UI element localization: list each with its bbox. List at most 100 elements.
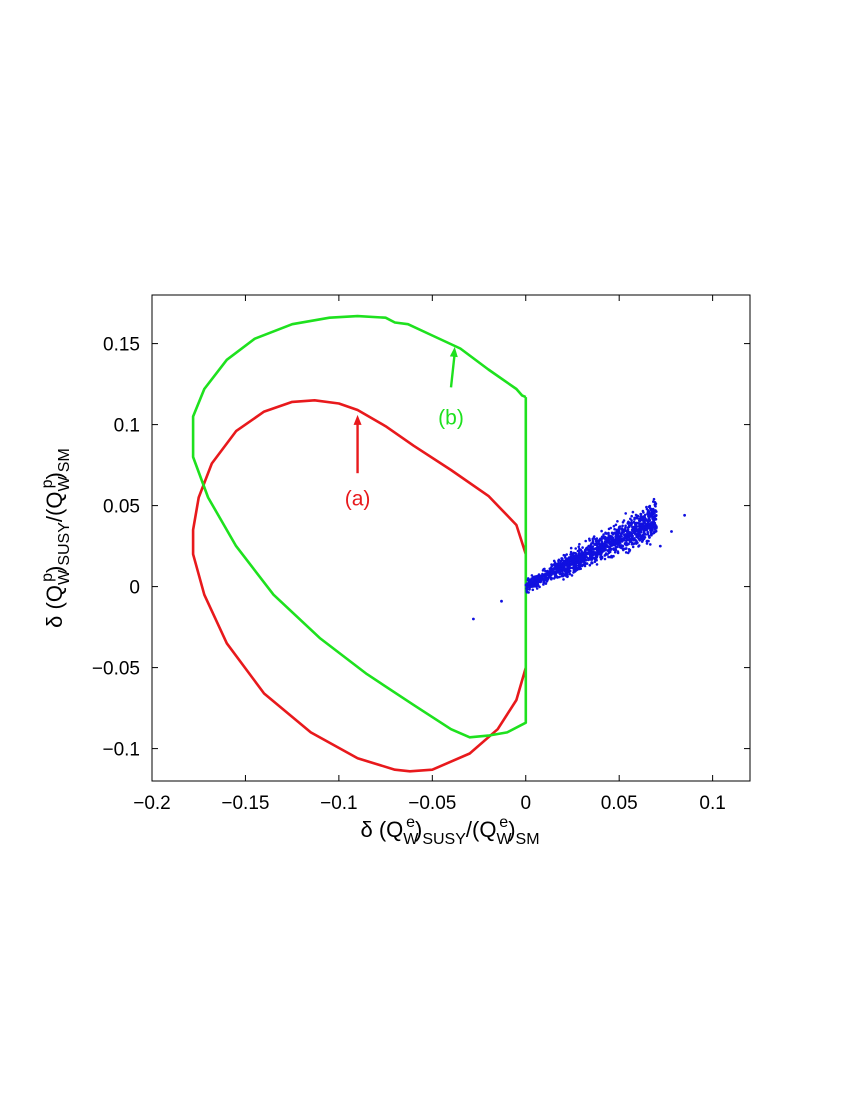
scatter-point [651, 511, 655, 515]
scatter-point [648, 522, 651, 526]
scatter-point [642, 522, 645, 525]
scatter-point [593, 560, 597, 564]
scatter-point [628, 531, 632, 534]
scatter-point [636, 536, 639, 539]
scatter-point [630, 538, 633, 541]
scatter-point [542, 583, 545, 586]
scatter-point [638, 519, 641, 522]
scatter-point [606, 532, 610, 535]
scatter-point [622, 538, 625, 541]
scatter-point [567, 562, 571, 565]
scatter-point [580, 557, 584, 560]
scatter-point [617, 535, 620, 539]
scatter-point [652, 497, 656, 501]
scatter-point [553, 566, 556, 569]
scatter-point [629, 534, 632, 538]
x-tick-label: 0 [520, 793, 531, 814]
scatter-point [600, 529, 603, 533]
scatter-point [576, 555, 580, 558]
scatter-point [610, 535, 614, 538]
scatter-point [609, 526, 612, 530]
scatter-point [614, 535, 617, 538]
x-axis-label: δ (QWe)SUSY/(QWe)SM [360, 814, 539, 848]
scatter-point [579, 567, 582, 571]
scatter-point [624, 533, 627, 536]
scatter-point [584, 558, 588, 562]
scatter-point [546, 571, 550, 574]
annotation-label: (b) [438, 407, 464, 430]
scatter-point [632, 521, 636, 524]
scatter-point [648, 513, 652, 516]
scatter-point [652, 531, 656, 535]
scatter-point [620, 544, 623, 547]
y-tick-label: 0.05 [103, 497, 140, 518]
scatter-point [555, 562, 558, 566]
scatter-point [599, 555, 602, 559]
scatter-point [552, 559, 556, 563]
scatter-point [610, 531, 614, 535]
scatter-point [572, 564, 575, 568]
scatter-point [614, 543, 617, 546]
scatter-point [683, 513, 686, 517]
scatter-point [562, 578, 565, 581]
scatter-point [637, 545, 640, 548]
x-tick-label: 0.05 [601, 793, 638, 814]
scatter-point [644, 517, 647, 520]
scatter-point [640, 516, 644, 520]
scatter-point [556, 575, 559, 579]
scatter-point [525, 588, 529, 591]
scatter-point [648, 525, 652, 529]
scatter-point [500, 599, 503, 603]
scatter-point [586, 552, 589, 556]
scatter-point [536, 579, 540, 582]
scatter-point [645, 542, 649, 545]
scatter-point [564, 556, 567, 559]
scatter-point [599, 557, 603, 561]
scatter-point [646, 519, 650, 523]
scatter-point [531, 583, 535, 586]
scatter-point [570, 562, 573, 565]
scatter-point [535, 576, 538, 580]
scatter-point [591, 537, 594, 541]
scatter-point [634, 538, 637, 542]
scatter-point [562, 563, 565, 567]
scatter-point [558, 575, 561, 579]
scatter-point [570, 574, 574, 577]
scatter-point [554, 575, 557, 579]
scatter-point [578, 551, 581, 555]
scatter-point [581, 555, 585, 558]
scatter-point [624, 512, 627, 515]
scatter-point [618, 545, 622, 549]
scatter-point [653, 501, 657, 504]
scatter-point [627, 521, 631, 525]
scatter-point [533, 575, 537, 578]
scatter-point [578, 542, 581, 546]
scatter-point [645, 539, 649, 543]
scatter-point [626, 543, 629, 546]
scatter-point [570, 558, 573, 561]
scatter-point [588, 537, 591, 541]
scatter-point [528, 581, 532, 585]
scatter-point [583, 561, 587, 565]
y-axis-ticks: −0.1 −0.05 0 0.05 0.1 0.15 [92, 335, 750, 761]
scatter-point [595, 552, 599, 555]
scatter-point [581, 563, 585, 567]
scatter-point [559, 559, 563, 563]
scatter-point [588, 550, 592, 554]
scatter-point [624, 551, 628, 554]
scatter-point [612, 524, 616, 528]
scatter-point [549, 569, 552, 573]
scatter-point [565, 574, 568, 578]
scatter-point [652, 520, 655, 524]
scatter-point [529, 579, 533, 582]
scatter-point [600, 548, 603, 552]
scatter-point [577, 545, 580, 549]
scatter-point [599, 537, 602, 541]
scatter-point [639, 512, 643, 516]
scatter-point [543, 567, 546, 571]
scatter-point [557, 559, 560, 563]
scatter-point [547, 573, 550, 576]
scatter-point [600, 535, 604, 539]
scatter-point [531, 588, 535, 592]
